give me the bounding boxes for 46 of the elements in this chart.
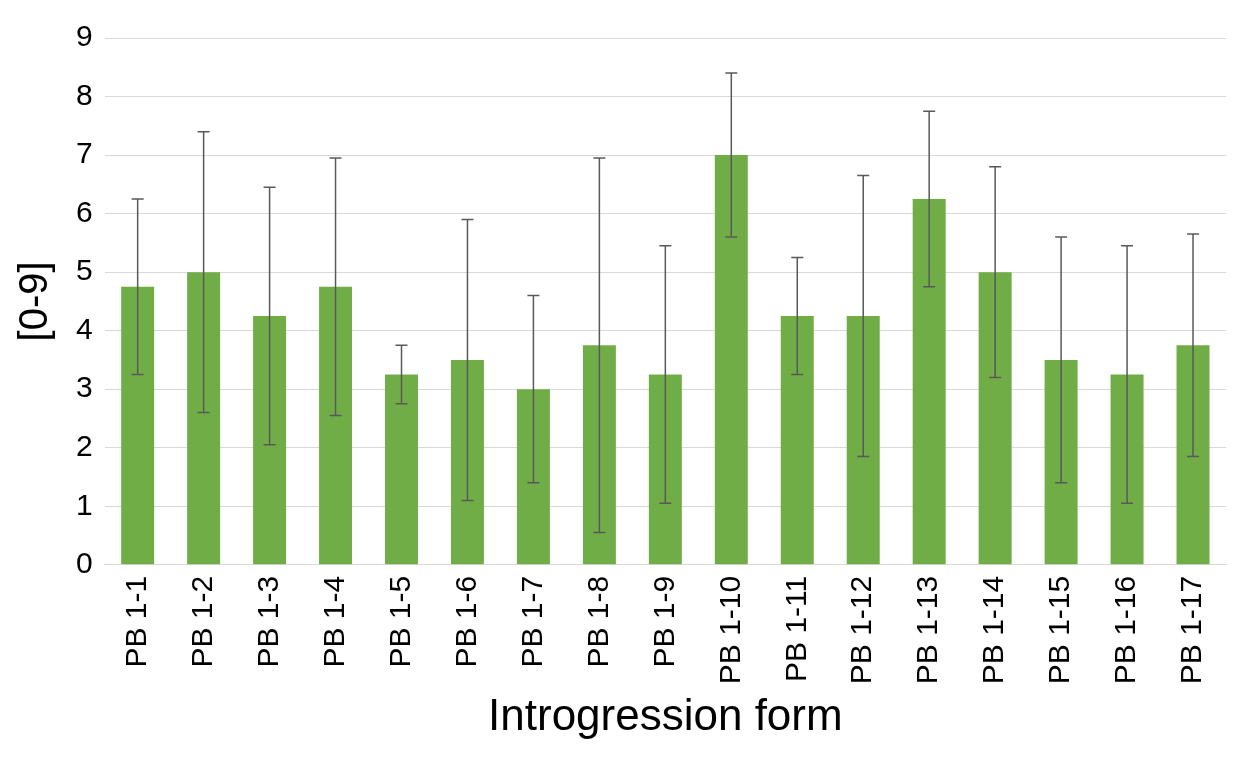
y-tick-label: 1 bbox=[76, 487, 93, 521]
x-tick-label: PB 1-7 bbox=[514, 575, 548, 668]
bar bbox=[385, 374, 418, 565]
y-tick-label: 3 bbox=[76, 370, 93, 404]
x-tick-label: PB 1-12 bbox=[844, 575, 878, 685]
x-tick-label: PB 1-15 bbox=[1042, 575, 1076, 685]
bar bbox=[714, 155, 748, 565]
bar bbox=[516, 389, 550, 565]
y-axis-title: [0-9] bbox=[11, 261, 56, 342]
y-tick-label: 8 bbox=[76, 77, 93, 111]
x-tick-label: PB 1-11 bbox=[778, 575, 812, 682]
bar bbox=[912, 198, 946, 565]
y-tick-label: 0 bbox=[76, 546, 93, 580]
x-tick-label: PB 1-8 bbox=[580, 575, 614, 668]
bar bbox=[846, 316, 880, 565]
y-tick-label: 5 bbox=[76, 253, 93, 287]
bar bbox=[780, 316, 814, 565]
bar bbox=[978, 272, 1012, 565]
x-tick-label: PB 1-5 bbox=[382, 575, 416, 668]
bar bbox=[253, 316, 287, 565]
bar bbox=[187, 272, 221, 565]
x-axis-title: Introgression form bbox=[488, 689, 843, 739]
y-tick-label: 9 bbox=[76, 19, 93, 53]
x-tick-label: PB 1-3 bbox=[250, 575, 284, 668]
x-tick-label: PB 1-9 bbox=[646, 575, 680, 668]
bar bbox=[1176, 345, 1210, 565]
bar bbox=[1044, 359, 1078, 565]
x-tick-label: PB 1-1 bbox=[118, 575, 152, 668]
x-tick-label: PB 1-16 bbox=[1108, 575, 1142, 685]
x-tick-label: PB 1-2 bbox=[184, 575, 218, 668]
y-tick-label: 7 bbox=[76, 136, 93, 170]
x-tick-label: PB 1-14 bbox=[976, 575, 1010, 685]
y-tick-label: 2 bbox=[76, 429, 93, 462]
bar bbox=[121, 286, 155, 565]
bar bbox=[450, 359, 484, 565]
bar bbox=[319, 286, 353, 565]
bar bbox=[648, 374, 682, 565]
bar bbox=[582, 345, 616, 565]
x-tick-label: PB 1-6 bbox=[448, 575, 482, 668]
y-tick-label: 6 bbox=[76, 194, 93, 228]
bar bbox=[1110, 374, 1144, 565]
x-tick-label: PB 1-4 bbox=[316, 575, 350, 668]
y-tick-label: 4 bbox=[76, 311, 93, 345]
x-tick-label: PB 1-17 bbox=[1174, 575, 1208, 685]
x-tick-label: PB 1-10 bbox=[712, 575, 746, 685]
x-tick-label: PB 1-13 bbox=[910, 575, 944, 685]
